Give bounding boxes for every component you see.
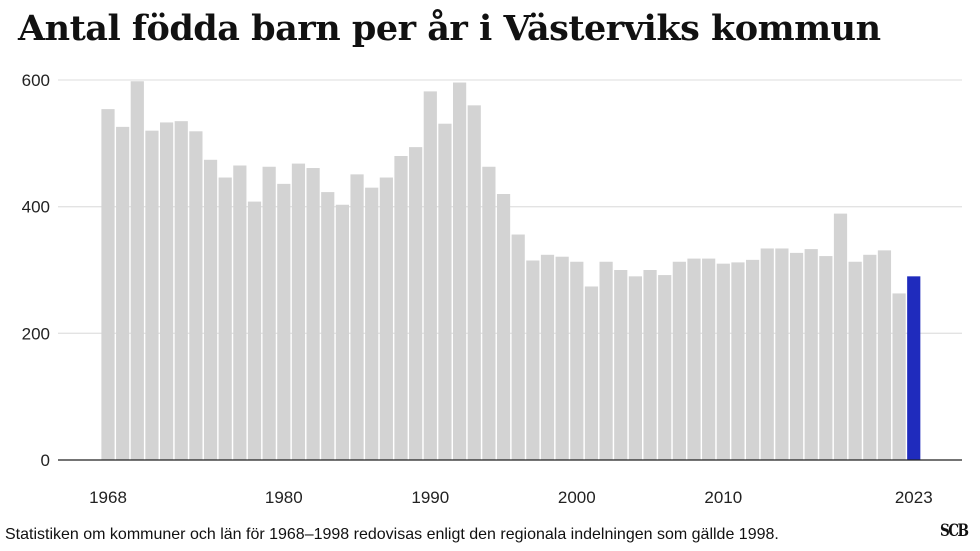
bar-1995 bbox=[496, 194, 511, 460]
bar-2004 bbox=[628, 276, 642, 460]
x-tick-label-1980: 1980 bbox=[265, 488, 303, 507]
y-tick-label-400: 400 bbox=[22, 198, 50, 217]
bar-2016 bbox=[804, 249, 818, 460]
x-tick-label-2010: 2010 bbox=[704, 488, 742, 507]
y-tick-label-0: 0 bbox=[41, 451, 50, 470]
bar-2007 bbox=[672, 261, 686, 460]
bar-2006 bbox=[658, 275, 672, 460]
bar-1970 bbox=[130, 81, 144, 461]
bar-1990 bbox=[423, 91, 437, 461]
bar-2018 bbox=[833, 213, 848, 460]
x-tick-label-1990: 1990 bbox=[411, 488, 449, 507]
bar-2022 bbox=[892, 293, 906, 460]
bar-1978 bbox=[247, 201, 262, 460]
bar-1974 bbox=[189, 131, 203, 461]
bar-1980 bbox=[277, 183, 291, 460]
bar-1984 bbox=[335, 204, 349, 460]
bar-1993 bbox=[467, 105, 481, 460]
chart-title: Antal födda barn per år i Västerviks kom… bbox=[18, 8, 881, 49]
bar-1987 bbox=[379, 177, 393, 461]
y-tick-label-600: 600 bbox=[22, 71, 50, 90]
bar-2003 bbox=[614, 270, 628, 460]
bar-2008 bbox=[687, 258, 701, 460]
bar-1972 bbox=[160, 122, 174, 460]
bar-1971 bbox=[145, 130, 159, 460]
x-axis-labels: 1968 1980 1990 2000 2010 2023 bbox=[89, 488, 933, 507]
bar-1982 bbox=[306, 168, 320, 461]
bar-1998 bbox=[540, 254, 555, 460]
bar-2000 bbox=[570, 261, 584, 460]
bar-2001 bbox=[584, 286, 599, 460]
x-tick-label-1968: 1968 bbox=[89, 488, 127, 507]
y-tick-label-200: 200 bbox=[22, 324, 50, 343]
bar-1986 bbox=[365, 187, 379, 460]
bar-1992 bbox=[453, 82, 467, 461]
bar-2011 bbox=[731, 262, 745, 460]
bar-2021 bbox=[877, 250, 892, 460]
bar-1983 bbox=[321, 192, 335, 460]
bar-2005 bbox=[643, 270, 657, 460]
bar-1981 bbox=[291, 163, 306, 460]
bar-1996 bbox=[511, 234, 525, 460]
bar-2010 bbox=[716, 263, 730, 460]
bar-2013 bbox=[760, 248, 774, 460]
bar-1994 bbox=[482, 166, 496, 460]
bar-1997 bbox=[526, 260, 540, 460]
scb-logo: SCB bbox=[940, 521, 969, 541]
bar-2009 bbox=[702, 258, 716, 460]
x-tick-label-2023: 2023 bbox=[895, 488, 933, 507]
bar-1985 bbox=[350, 174, 364, 460]
bar-1976 bbox=[218, 177, 232, 461]
bar-1989 bbox=[409, 147, 423, 460]
bar-2014 bbox=[775, 248, 789, 460]
bar-2002 bbox=[599, 261, 613, 460]
bar-1991 bbox=[438, 123, 452, 460]
bar-1973 bbox=[174, 121, 188, 461]
bar-1999 bbox=[555, 256, 569, 460]
bar-2012 bbox=[746, 259, 760, 460]
bar-2019 bbox=[848, 261, 862, 460]
bar-2020 bbox=[863, 254, 877, 460]
bar-1977 bbox=[233, 165, 247, 460]
bars bbox=[101, 81, 921, 461]
bar-2015 bbox=[789, 252, 804, 460]
bar-1979 bbox=[262, 166, 276, 460]
bar-1988 bbox=[394, 156, 408, 460]
bar-1975 bbox=[203, 159, 218, 461]
y-axis-labels: 0 200 400 600 bbox=[22, 71, 50, 470]
bar-1968 bbox=[101, 109, 115, 460]
bar-1969 bbox=[116, 126, 130, 460]
bar-2023 bbox=[907, 276, 921, 460]
x-tick-label-2000: 2000 bbox=[558, 488, 596, 507]
bar-2017 bbox=[819, 256, 833, 460]
footnote: Statistiken om kommuner och län för 1968… bbox=[5, 526, 779, 543]
